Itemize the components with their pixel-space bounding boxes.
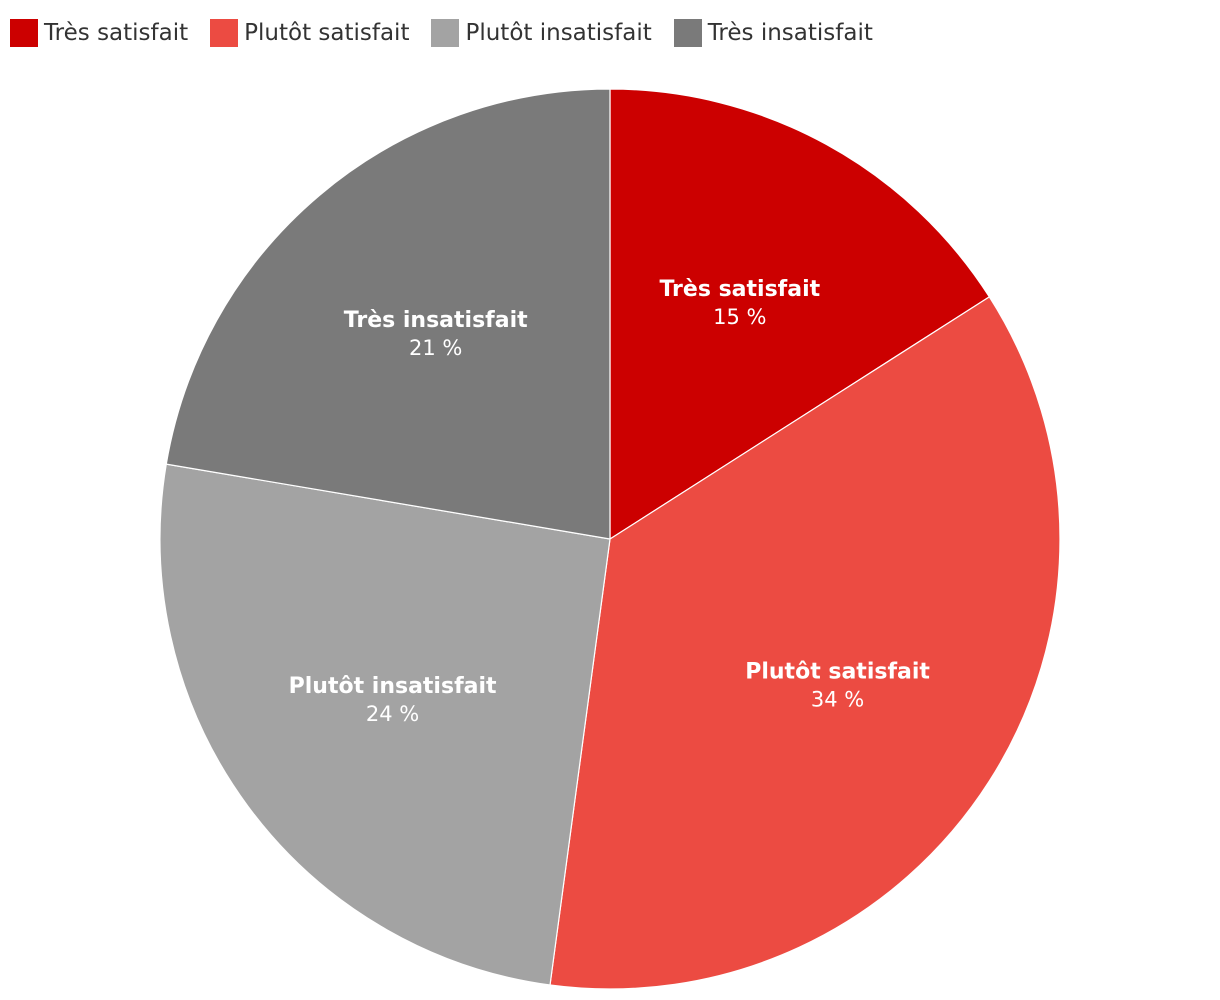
- legend-item-tres-satisfait[interactable]: Très satisfait: [10, 19, 188, 47]
- legend-item-plutot-insatisfait[interactable]: Plutôt insatisfait: [431, 19, 652, 47]
- legend-item-tres-insatisfait[interactable]: Très insatisfait: [673, 19, 873, 47]
- legend: Très satisfait Plutôt satisfait Plutôt i…: [10, 16, 873, 50]
- slice-labels: Très satisfait 15 % Plutôt satisfait 34 % Pl…: [289, 277, 931, 726]
- legend-label-plutot-satisfait: Plutôt satisfait: [244, 20, 410, 46]
- legend-swatch-plutot-insatisfait: [431, 19, 460, 47]
- slice-label-plutot-insatisfait: Plutôt insatisfait: [289, 674, 497, 699]
- slice-value-plutot-satisfait: 34 %: [811, 687, 864, 711]
- legend-label-tres-satisfait: Très satisfait: [44, 20, 189, 46]
- pie-slice-plutot-satisfait[interactable]: [549, 296, 1061, 990]
- slice-label-tres-insatisfait: Très insatisfait: [344, 308, 528, 333]
- slice-value-plutot-insatisfait: 24 %: [366, 702, 419, 726]
- legend-label-tres-insatisfait: Très insatisfait: [707, 20, 873, 46]
- legend-label-plutot-insatisfait: Plutôt insatisfait: [465, 20, 652, 46]
- slice-value-tres-satisfait: 15 %: [713, 305, 766, 329]
- pie-slice-plutot-insatisfait[interactable]: [159, 463, 611, 986]
- legend-swatch-plutot-satisfait: [210, 19, 239, 47]
- legend-item-plutot-satisfait[interactable]: Plutôt satisfait: [210, 19, 409, 47]
- pie-slice-tres-insatisfait[interactable]: [165, 88, 611, 540]
- slice-label-plutot-satisfait: Plutôt satisfait: [745, 659, 930, 684]
- slice-label-tres-satisfait: Très satisfait: [659, 277, 820, 302]
- legend-swatch-tres-insatisfait: [673, 19, 702, 47]
- legend-swatch-tres-satisfait: [10, 19, 38, 47]
- pie-slice-tres-satisfait[interactable]: [609, 88, 990, 540]
- slice-value-tres-insatisfait: 21 %: [409, 336, 462, 360]
